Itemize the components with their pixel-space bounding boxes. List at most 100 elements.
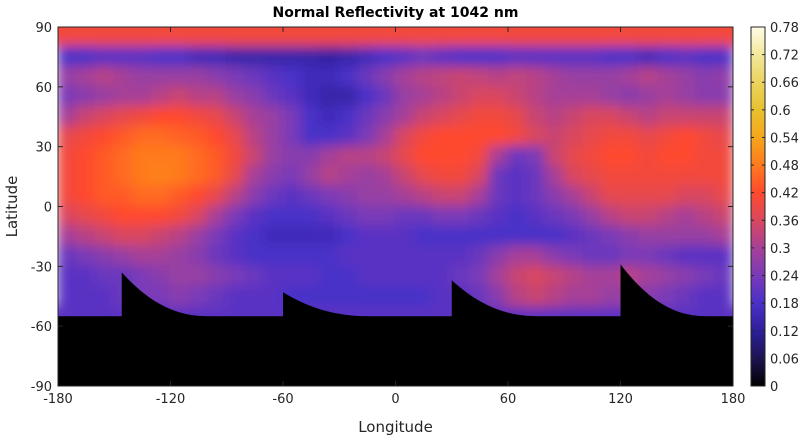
- heatmap-cell: [469, 185, 491, 208]
- heatmap-cell: [450, 27, 472, 48]
- x-tick-label: -120: [156, 392, 186, 407]
- heatmap-cell: [488, 165, 509, 188]
- heatmap-cell: [394, 265, 416, 288]
- heatmap-cell: [525, 285, 547, 308]
- heatmap-cell: [582, 145, 603, 168]
- heatmap-cell: [582, 105, 603, 128]
- heatmap-cell: [563, 265, 584, 288]
- heatmap-cell: [132, 145, 153, 168]
- heatmap-cell: [75, 105, 97, 128]
- heatmap-cell: [282, 225, 303, 248]
- heatmap-cell: [75, 225, 97, 248]
- heatmap-cell: [675, 265, 697, 288]
- heatmap-cell: [357, 265, 378, 288]
- heatmap-cell: [582, 245, 603, 268]
- heatmap-cell: [469, 65, 491, 88]
- heatmap-cell: [600, 27, 622, 48]
- heatmap-cell: [507, 125, 528, 148]
- heatmap-cell: [600, 65, 622, 88]
- heatmap-cell: [113, 245, 134, 268]
- heatmap-cell: [675, 45, 697, 68]
- heatmap-cell: [675, 125, 697, 148]
- heatmap-cell: [713, 245, 733, 268]
- heatmap-cell: [244, 285, 266, 308]
- heatmap-cell: [694, 27, 716, 48]
- heatmap-cell: [563, 185, 584, 208]
- heatmap-cell: [357, 285, 378, 308]
- heatmap-cell: [488, 205, 509, 228]
- heatmap-cell: [638, 145, 659, 168]
- heatmap-cell: [563, 225, 584, 248]
- heatmap-cell: [582, 45, 603, 68]
- heatmap-cell: [469, 265, 491, 288]
- heatmap-cell: [319, 27, 341, 48]
- heatmap-cell: [657, 225, 678, 248]
- heatmap-cell: [225, 245, 247, 268]
- heatmap-cell: [75, 45, 97, 68]
- heatmap-cell: [544, 285, 566, 308]
- heatmap-cell: [713, 125, 733, 148]
- heatmap-cell: [150, 45, 172, 68]
- heatmap-cell: [600, 105, 622, 128]
- heatmap-cell: [169, 145, 191, 168]
- heatmap-cell: [544, 125, 566, 148]
- heatmap-cell: [563, 105, 584, 128]
- heatmap-cell: [225, 105, 247, 128]
- heatmap-cell: [244, 225, 266, 248]
- heatmap-cell: [544, 145, 566, 168]
- heatmap-cell: [207, 145, 228, 168]
- heatmap-cell: [694, 165, 716, 188]
- heatmap-cell: [58, 185, 78, 208]
- y-axis: -90 -60 -30 0 30 60 90: [31, 21, 733, 395]
- heatmap-cell: [657, 205, 678, 228]
- heatmap-cell: [357, 105, 378, 128]
- heatmap-cell: [188, 105, 209, 128]
- heatmap-cell: [675, 85, 697, 108]
- heatmap-cell: [544, 225, 566, 248]
- heatmap-cell: [357, 185, 378, 208]
- heatmap-cell: [638, 105, 659, 128]
- heatmap-cell: [188, 125, 209, 148]
- heatmap-cell: [713, 265, 733, 288]
- heatmap-cell: [525, 105, 547, 128]
- heatmap-cell: [544, 245, 566, 268]
- heatmap-cell: [657, 105, 678, 128]
- heatmap-cell: [450, 205, 472, 228]
- heatmap-cell: [58, 245, 78, 268]
- heatmap-cell: [225, 205, 247, 228]
- heatmap-cell: [675, 145, 697, 168]
- heatmap-cell: [207, 165, 228, 188]
- heatmap-cell: [619, 125, 641, 148]
- heatmap-cell: [563, 27, 584, 48]
- heatmap-cell: [675, 245, 697, 268]
- heatmap-cell: [338, 225, 359, 248]
- heatmap-cell: [657, 85, 678, 108]
- heatmap-cell: [413, 245, 434, 268]
- x-tick-label: 120: [608, 392, 633, 407]
- heatmap-cell: [657, 65, 678, 88]
- heatmap-cell: [488, 85, 509, 108]
- heatmap-cell: [300, 105, 322, 128]
- heatmap-cell: [507, 85, 528, 108]
- heatmap-cell: [375, 85, 397, 108]
- heatmap-cell: [375, 285, 397, 308]
- heatmap-cell: [694, 85, 716, 108]
- heatmap-cell: [300, 27, 322, 48]
- heatmap-cell: [113, 145, 134, 168]
- heatmap-cell: [300, 285, 322, 308]
- heatmap-cell: [319, 125, 341, 148]
- heatmap-cell: [188, 45, 209, 68]
- heatmap-cell: [338, 145, 359, 168]
- heatmap-cell: [469, 225, 491, 248]
- heatmap-cell: [94, 185, 116, 208]
- heatmap-cell: [638, 27, 659, 48]
- heatmap-cell: [75, 65, 97, 88]
- heatmap-cell: [507, 165, 528, 188]
- heatmap-cell: [413, 165, 434, 188]
- heatmap-cell: [694, 65, 716, 88]
- heatmap-cell: [675, 65, 697, 88]
- heatmap-cell: [713, 225, 733, 248]
- colorbar-tick-label: 0.42: [770, 187, 799, 202]
- heatmap-cell: [225, 85, 247, 108]
